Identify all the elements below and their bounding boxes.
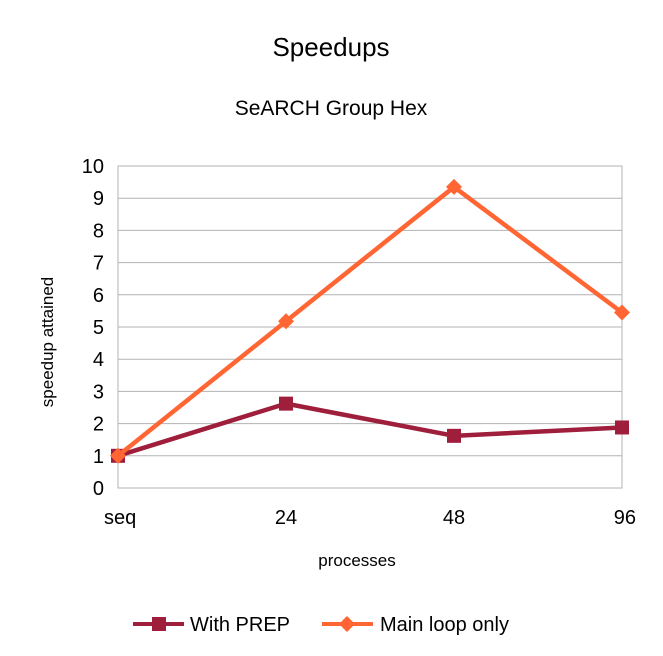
x-tick-labels: seq 24 48 96: [104, 507, 636, 529]
data-point-main-loop-only: [110, 447, 126, 464]
chart-subtitle: SeARCH Group Hex: [235, 97, 428, 120]
series-layer: [110, 178, 630, 464]
legend-label-main-loop-only: Main loop only: [380, 614, 509, 636]
legend-label-with-prep: With PREP: [190, 614, 290, 636]
data-point-main-loop-only: [614, 304, 630, 321]
series-line-main-loop-only: [116, 184, 624, 458]
gridlines: [118, 165, 622, 489]
legend: With PREP Main loop only: [133, 614, 509, 636]
y-tick-label: 3: [93, 381, 104, 403]
y-tick-label: 5: [93, 317, 104, 339]
legend-marker-with-prep: [152, 617, 166, 631]
y-tick-label: 10: [82, 156, 104, 178]
data-point-with-prep: [615, 420, 629, 435]
y-axis-label: speedup attained: [38, 277, 57, 407]
y-tick-label: 8: [93, 220, 104, 242]
x-tick-label: 48: [443, 507, 465, 529]
chart-title: Speedups: [272, 32, 389, 62]
y-tick-label: 7: [93, 253, 104, 275]
x-tick-label: seq: [104, 507, 136, 529]
data-point-main-loop-only: [446, 178, 462, 195]
y-tick-labels: 0 1 2 3 4 5 6 7 8 9 10: [82, 156, 104, 500]
plot-area-frame: [117, 165, 623, 489]
x-tick-label: 24: [275, 507, 297, 529]
y-tick-label: 6: [93, 285, 104, 307]
data-point-main-loop-only: [278, 313, 294, 330]
y-tick-label: 1: [93, 446, 104, 468]
x-tick-label: 96: [614, 507, 636, 529]
y-tick-label: 9: [93, 188, 104, 210]
y-tick-label: 2: [93, 414, 104, 436]
x-axis-label: processes: [318, 551, 395, 570]
series-line-with-prep: [117, 401, 623, 458]
y-tick-label: 0: [93, 478, 104, 500]
data-point-with-prep: [447, 428, 461, 443]
data-point-with-prep: [279, 396, 293, 411]
y-tick-label: 4: [93, 349, 104, 371]
legend-marker-main-loop-only: [339, 616, 355, 632]
